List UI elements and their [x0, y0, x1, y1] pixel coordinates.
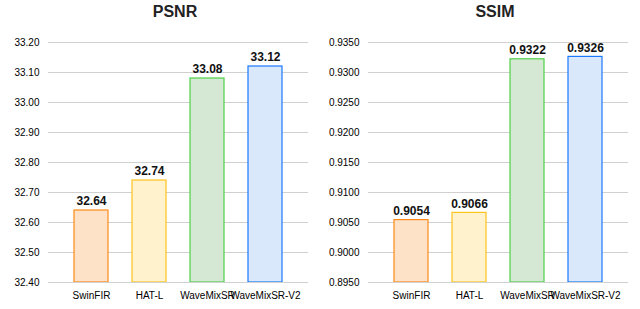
svg-text:32.74: 32.74: [134, 164, 164, 178]
svg-text:0.9150: 0.9150: [329, 157, 360, 168]
svg-text:0.9050: 0.9050: [329, 217, 360, 228]
svg-text:0.9326: 0.9326: [567, 41, 604, 55]
svg-text:33.20: 33.20: [14, 37, 39, 48]
svg-text:32.40: 32.40: [14, 277, 39, 288]
svg-text:WaveMixSR-V2: WaveMixSR-V2: [550, 290, 621, 301]
svg-text:32.60: 32.60: [14, 217, 39, 228]
svg-text:SwinFIR: SwinFIR: [393, 290, 431, 301]
svg-text:32.80: 32.80: [14, 157, 39, 168]
svg-text:WaveMixSR-V2: WaveMixSR-V2: [230, 290, 301, 301]
svg-text:0.9350: 0.9350: [329, 37, 360, 48]
svg-text:0.9100: 0.9100: [329, 187, 360, 198]
svg-text:HAT-L: HAT-L: [136, 290, 164, 301]
svg-text:32.90: 32.90: [14, 127, 39, 138]
svg-text:0.9322: 0.9322: [509, 43, 546, 57]
svg-text:32.70: 32.70: [14, 187, 39, 198]
svg-text:32.64: 32.64: [76, 194, 106, 208]
svg-text:0.9066: 0.9066: [451, 197, 488, 211]
svg-text:33.12: 33.12: [250, 50, 280, 64]
svg-text:0.9054: 0.9054: [393, 204, 430, 218]
svg-text:0.9250: 0.9250: [329, 97, 360, 108]
svg-text:33.00: 33.00: [14, 97, 39, 108]
svg-text:33.10: 33.10: [14, 67, 39, 78]
svg-text:HAT-L: HAT-L: [456, 290, 484, 301]
svg-text:33.08: 33.08: [192, 62, 222, 76]
svg-text:32.50: 32.50: [14, 247, 39, 258]
svg-text:0.9300: 0.9300: [329, 67, 360, 78]
svg-text:0.9000: 0.9000: [329, 247, 360, 258]
svg-text:0.9200: 0.9200: [329, 127, 360, 138]
svg-text:WaveMixSR: WaveMixSR: [180, 290, 235, 301]
svg-text:SwinFIR: SwinFIR: [73, 290, 111, 301]
svg-text:WaveMixSR: WaveMixSR: [500, 290, 555, 301]
html-text:PSNR: PSNR: [152, 3, 198, 20]
html-text:SSIM: SSIM: [475, 3, 515, 20]
svg-text:0.8950: 0.8950: [329, 277, 360, 288]
